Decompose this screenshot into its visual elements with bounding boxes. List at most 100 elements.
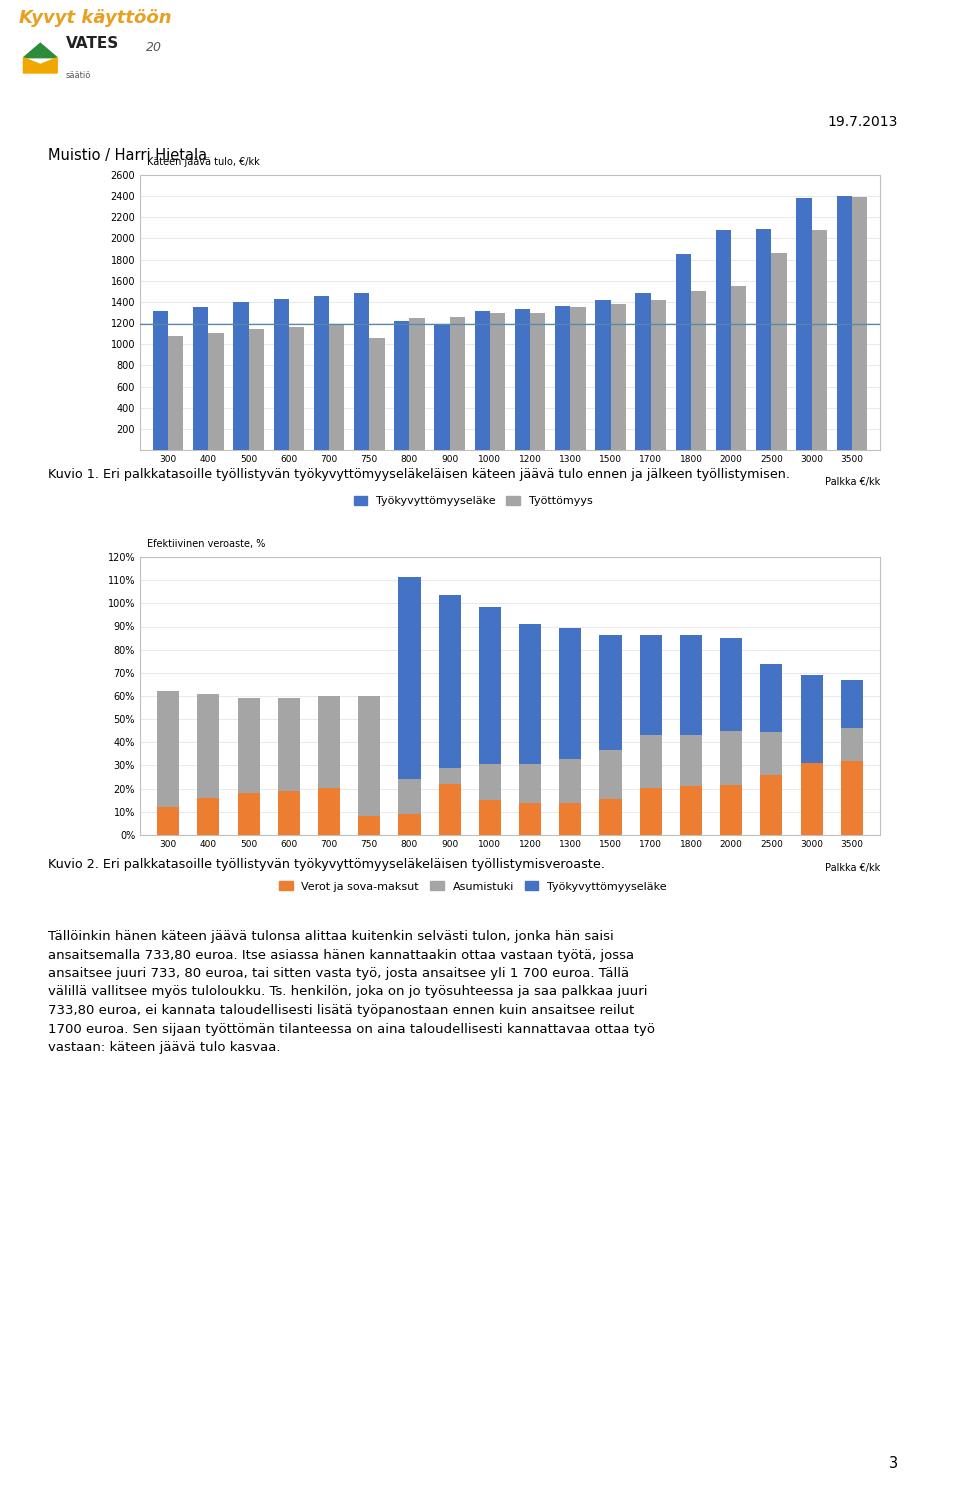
Bar <box>398 815 420 836</box>
Bar <box>530 312 545 450</box>
Bar <box>639 736 661 788</box>
Bar <box>519 764 541 803</box>
Bar <box>680 634 702 736</box>
Bar <box>277 698 300 791</box>
Text: VATES: VATES <box>65 36 119 51</box>
Bar <box>198 798 220 836</box>
Text: Muistio / Harri Hietala: Muistio / Harri Hietala <box>48 148 207 163</box>
Bar <box>198 694 220 798</box>
Bar <box>599 800 622 836</box>
Bar <box>599 750 622 800</box>
Bar <box>358 697 380 816</box>
Bar <box>314 296 329 450</box>
Bar <box>474 311 490 450</box>
Bar <box>595 300 611 450</box>
Bar <box>515 309 530 450</box>
Bar <box>318 788 340 836</box>
Text: 3: 3 <box>888 1456 898 1471</box>
Bar <box>233 302 249 450</box>
Bar <box>636 293 651 450</box>
Bar <box>370 338 385 450</box>
Bar <box>720 731 742 785</box>
Bar <box>560 628 582 758</box>
Bar <box>555 306 570 450</box>
Legend: Verot ja sova-maksut, Asumistuki, Työkyvyttömyyseläke: Verot ja sova-maksut, Asumistuki, Työkyv… <box>275 876 671 896</box>
Bar <box>277 791 300 836</box>
Text: Käteen jäävä tulo, €/kk: Käteen jäävä tulo, €/kk <box>148 157 260 167</box>
Bar <box>760 733 782 774</box>
Bar <box>639 634 661 736</box>
Text: säätiö: säätiö <box>65 72 91 81</box>
Text: Palkka €/kk: Palkka €/kk <box>825 863 880 873</box>
Bar <box>398 577 420 779</box>
Polygon shape <box>23 58 58 73</box>
Bar <box>760 664 782 733</box>
Bar <box>439 783 461 836</box>
Bar <box>852 197 867 450</box>
Bar <box>449 317 465 450</box>
Bar <box>168 336 183 450</box>
Bar <box>716 230 732 450</box>
Text: Efektiivinen veroaste, %: Efektiivinen veroaste, % <box>148 538 266 549</box>
Text: Kuvio 2. Eri palkkatasoille työllistyvän työkyvyttömyyseläkeläisen työllistymisv: Kuvio 2. Eri palkkatasoille työllistyvän… <box>48 858 605 872</box>
Bar <box>490 312 505 450</box>
Bar <box>358 816 380 836</box>
Bar <box>237 698 259 794</box>
Bar <box>720 785 742 836</box>
Bar <box>318 697 340 788</box>
Bar <box>676 254 691 450</box>
Text: Palkka €/kk: Palkka €/kk <box>825 477 880 487</box>
Bar <box>801 762 823 836</box>
Bar <box>398 779 420 815</box>
Bar <box>836 196 852 450</box>
Bar <box>772 253 786 450</box>
Bar <box>639 788 661 836</box>
Bar <box>570 306 586 450</box>
Bar <box>841 680 863 728</box>
Bar <box>760 774 782 836</box>
Bar <box>274 299 289 450</box>
Bar <box>811 230 827 450</box>
Bar <box>732 286 747 450</box>
Bar <box>611 303 626 450</box>
Bar <box>560 803 582 836</box>
Bar <box>395 321 410 450</box>
Bar <box>841 761 863 836</box>
Bar <box>841 728 863 761</box>
Bar <box>756 229 772 450</box>
Bar <box>479 607 501 764</box>
Bar <box>237 794 259 836</box>
Text: 19.7.2013: 19.7.2013 <box>828 115 898 129</box>
Bar <box>153 311 168 450</box>
Bar <box>680 736 702 786</box>
Bar <box>439 595 461 768</box>
Bar <box>249 329 264 450</box>
Bar <box>801 676 823 762</box>
Legend: Työkyvyttömyyseläke, Työttömyys: Työkyvyttömyyseläke, Työttömyys <box>349 492 597 511</box>
Bar <box>289 327 304 450</box>
Bar <box>193 306 208 450</box>
Bar <box>157 807 180 836</box>
Bar <box>329 323 345 450</box>
Bar <box>651 300 666 450</box>
Bar <box>519 803 541 836</box>
Bar <box>434 324 449 450</box>
Text: 20: 20 <box>146 40 162 54</box>
Text: Tällöinkin hänen käteen jäävä tulonsa alittaa kuitenkin selvästi tulon, jonka hä: Tällöinkin hänen käteen jäävä tulonsa al… <box>48 930 655 1054</box>
Bar <box>479 764 501 800</box>
Bar <box>519 625 541 764</box>
Bar <box>208 332 224 450</box>
Bar <box>797 199 811 450</box>
Bar <box>720 638 742 731</box>
Bar <box>680 786 702 836</box>
Bar <box>157 691 180 807</box>
Bar <box>410 318 424 450</box>
Text: Kuvio 1. Eri palkkatasoille työllistyvän työkyvyttömyyseläkeläisen käteen jäävä : Kuvio 1. Eri palkkatasoille työllistyvän… <box>48 468 790 481</box>
Bar <box>560 758 582 803</box>
Text: Kyvyt käyttöön: Kyvyt käyttöön <box>19 9 172 27</box>
Bar <box>479 800 501 836</box>
Bar <box>691 292 707 450</box>
Bar <box>599 634 622 750</box>
Bar <box>439 768 461 783</box>
Bar <box>354 293 370 450</box>
